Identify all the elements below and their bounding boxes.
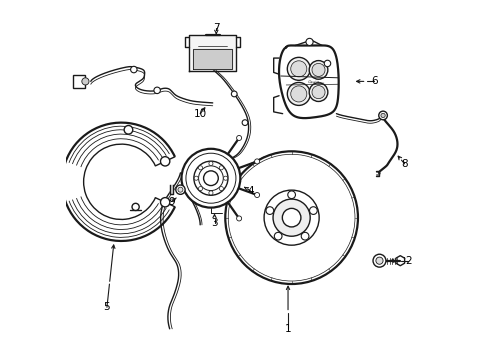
Circle shape bbox=[132, 203, 139, 211]
Text: 4: 4 bbox=[247, 186, 254, 196]
Text: Cadillac: Cadillac bbox=[308, 80, 325, 86]
Circle shape bbox=[131, 66, 137, 73]
Circle shape bbox=[255, 159, 260, 164]
Polygon shape bbox=[190, 35, 236, 71]
Circle shape bbox=[287, 82, 310, 105]
Circle shape bbox=[288, 191, 295, 199]
Circle shape bbox=[306, 39, 313, 45]
Circle shape bbox=[291, 61, 307, 77]
Text: 3: 3 bbox=[211, 218, 218, 228]
Circle shape bbox=[194, 176, 198, 180]
Circle shape bbox=[379, 111, 388, 120]
Circle shape bbox=[219, 166, 223, 170]
Text: 6: 6 bbox=[371, 76, 377, 86]
Circle shape bbox=[312, 63, 325, 76]
Text: 1: 1 bbox=[285, 324, 292, 334]
Circle shape bbox=[203, 171, 218, 185]
Text: 5: 5 bbox=[103, 302, 110, 312]
Polygon shape bbox=[170, 185, 173, 194]
Circle shape bbox=[219, 186, 223, 191]
Circle shape bbox=[209, 161, 213, 166]
Circle shape bbox=[376, 257, 383, 264]
Text: 8: 8 bbox=[401, 159, 408, 169]
Circle shape bbox=[373, 254, 386, 267]
Circle shape bbox=[312, 86, 325, 99]
Circle shape bbox=[291, 86, 307, 102]
Circle shape bbox=[198, 186, 202, 191]
Text: 10: 10 bbox=[194, 109, 207, 119]
Circle shape bbox=[209, 191, 213, 195]
Circle shape bbox=[178, 187, 183, 192]
Circle shape bbox=[309, 83, 328, 102]
Circle shape bbox=[225, 151, 358, 284]
Text: 2: 2 bbox=[405, 256, 412, 266]
Polygon shape bbox=[193, 49, 232, 69]
Circle shape bbox=[176, 185, 185, 194]
Circle shape bbox=[381, 113, 385, 118]
Circle shape bbox=[181, 149, 240, 208]
Circle shape bbox=[255, 193, 260, 198]
Circle shape bbox=[310, 207, 317, 215]
Circle shape bbox=[301, 232, 309, 240]
Circle shape bbox=[198, 166, 202, 170]
Circle shape bbox=[82, 78, 89, 85]
Circle shape bbox=[124, 126, 133, 134]
Circle shape bbox=[274, 232, 282, 240]
Circle shape bbox=[237, 135, 242, 140]
Circle shape bbox=[324, 60, 331, 67]
Circle shape bbox=[237, 216, 242, 221]
Circle shape bbox=[231, 91, 237, 97]
Circle shape bbox=[266, 207, 274, 215]
Bar bbox=[73, 75, 85, 88]
Circle shape bbox=[287, 57, 310, 80]
Circle shape bbox=[198, 166, 223, 190]
Circle shape bbox=[154, 87, 160, 94]
Circle shape bbox=[161, 198, 170, 207]
Circle shape bbox=[161, 157, 170, 166]
Circle shape bbox=[223, 176, 228, 180]
Circle shape bbox=[194, 161, 228, 195]
Circle shape bbox=[242, 120, 248, 126]
Polygon shape bbox=[279, 45, 338, 117]
Text: 9: 9 bbox=[168, 197, 175, 207]
Circle shape bbox=[273, 199, 310, 236]
Circle shape bbox=[282, 208, 301, 227]
Circle shape bbox=[309, 60, 328, 79]
Text: 7: 7 bbox=[213, 23, 220, 33]
